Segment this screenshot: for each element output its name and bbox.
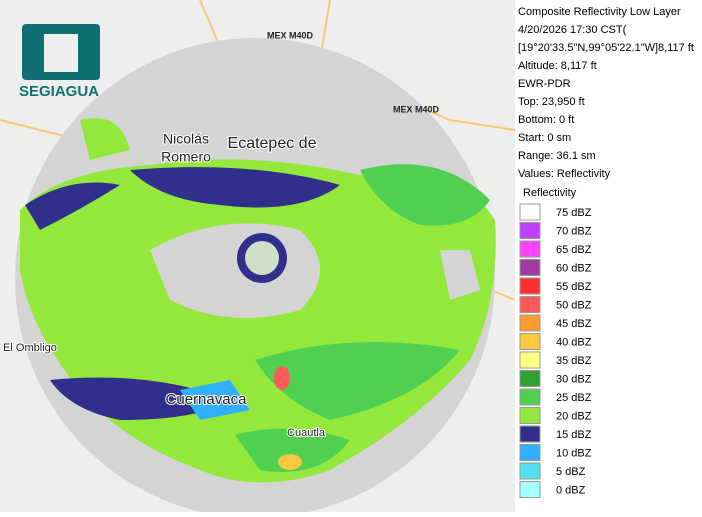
info-line: Composite Reflectivity Low Layer	[518, 6, 681, 18]
legend-label: 35 dBZ	[556, 355, 592, 367]
legend-swatch	[519, 203, 541, 221]
legend-swatch	[519, 222, 541, 239]
place-label: El Ombligo	[3, 342, 57, 354]
legend-label: 30 dBZ	[556, 373, 592, 385]
legend-swatch	[519, 481, 541, 498]
logo: SEGIAGUA	[19, 24, 100, 100]
place-label: Cuautla	[287, 427, 326, 439]
legend-label: 75 dBZ	[556, 207, 592, 219]
legend-label: 55 dBZ	[556, 281, 592, 293]
legend-label: 0 dBZ	[556, 484, 586, 496]
legend-label: 20 dBZ	[556, 410, 592, 422]
legend-label: 60 dBZ	[556, 262, 592, 274]
info-line: Top: 23,950 ft	[518, 96, 585, 108]
legend-swatch	[519, 240, 541, 258]
legend-swatch	[519, 259, 541, 276]
legend-title: Reflectivity	[523, 187, 577, 199]
legend-label: 15 dBZ	[556, 429, 592, 441]
info-line: EWR-PDR	[518, 78, 571, 90]
legend: 75 dBZ 70 dBZ 65 dBZ 60 dBZ 55 dBZ 50 dBZ 45 d…	[519, 203, 592, 498]
place-label: Romero	[161, 149, 211, 165]
legend-label: 5 dBZ	[556, 466, 586, 478]
info-line: Values: Reflectivity	[518, 168, 611, 180]
legend-label: 40 dBZ	[556, 336, 592, 348]
legend-swatch	[519, 444, 541, 461]
legend-swatch	[519, 333, 541, 350]
logo-face	[44, 34, 78, 72]
road-label: MEX M40D	[393, 104, 440, 114]
info-line: Altitude: 8,117 ft	[518, 60, 597, 72]
legend-swatch	[519, 277, 541, 295]
legend-label: 10 dBZ	[556, 447, 592, 459]
legend-label: 65 dBZ	[556, 244, 592, 256]
info-panel	[515, 0, 702, 512]
legend-swatch	[519, 388, 541, 406]
legend-label: 50 dBZ	[556, 299, 592, 311]
info-lines: Composite Reflectivity Low Layer 4/20/202…	[518, 6, 694, 180]
legend-swatch	[519, 296, 541, 313]
legend-swatch	[519, 462, 541, 480]
legend-label: 70 dBZ	[556, 225, 592, 237]
place-label: Ecatepec de	[228, 135, 317, 152]
road-label: MEX M40D	[267, 30, 314, 40]
info-line: Start: 0 sm	[518, 132, 571, 144]
legend-swatch	[519, 314, 541, 332]
legend-label: 25 dBZ	[556, 392, 592, 404]
legend-swatch	[519, 351, 541, 369]
info-line: 4/20/2026 17:30 CST(	[518, 24, 627, 36]
legend-swatch	[519, 407, 541, 424]
info-line: Range: 36.1 sm	[518, 150, 596, 162]
legend-label: 45 dBZ	[556, 318, 592, 330]
legend-swatch	[519, 370, 541, 387]
place-label: Cuernavaca	[166, 391, 248, 408]
place-label: Nicolás	[163, 131, 209, 147]
info-line: Bottom: 0 ft	[518, 114, 574, 126]
logo-text: SEGIAGUA	[19, 83, 99, 100]
echoes	[20, 118, 496, 483]
legend-swatch	[519, 425, 541, 443]
info-line: [19°20'33.5"N,99°05'22.1"W]8,117 ft	[518, 42, 694, 54]
